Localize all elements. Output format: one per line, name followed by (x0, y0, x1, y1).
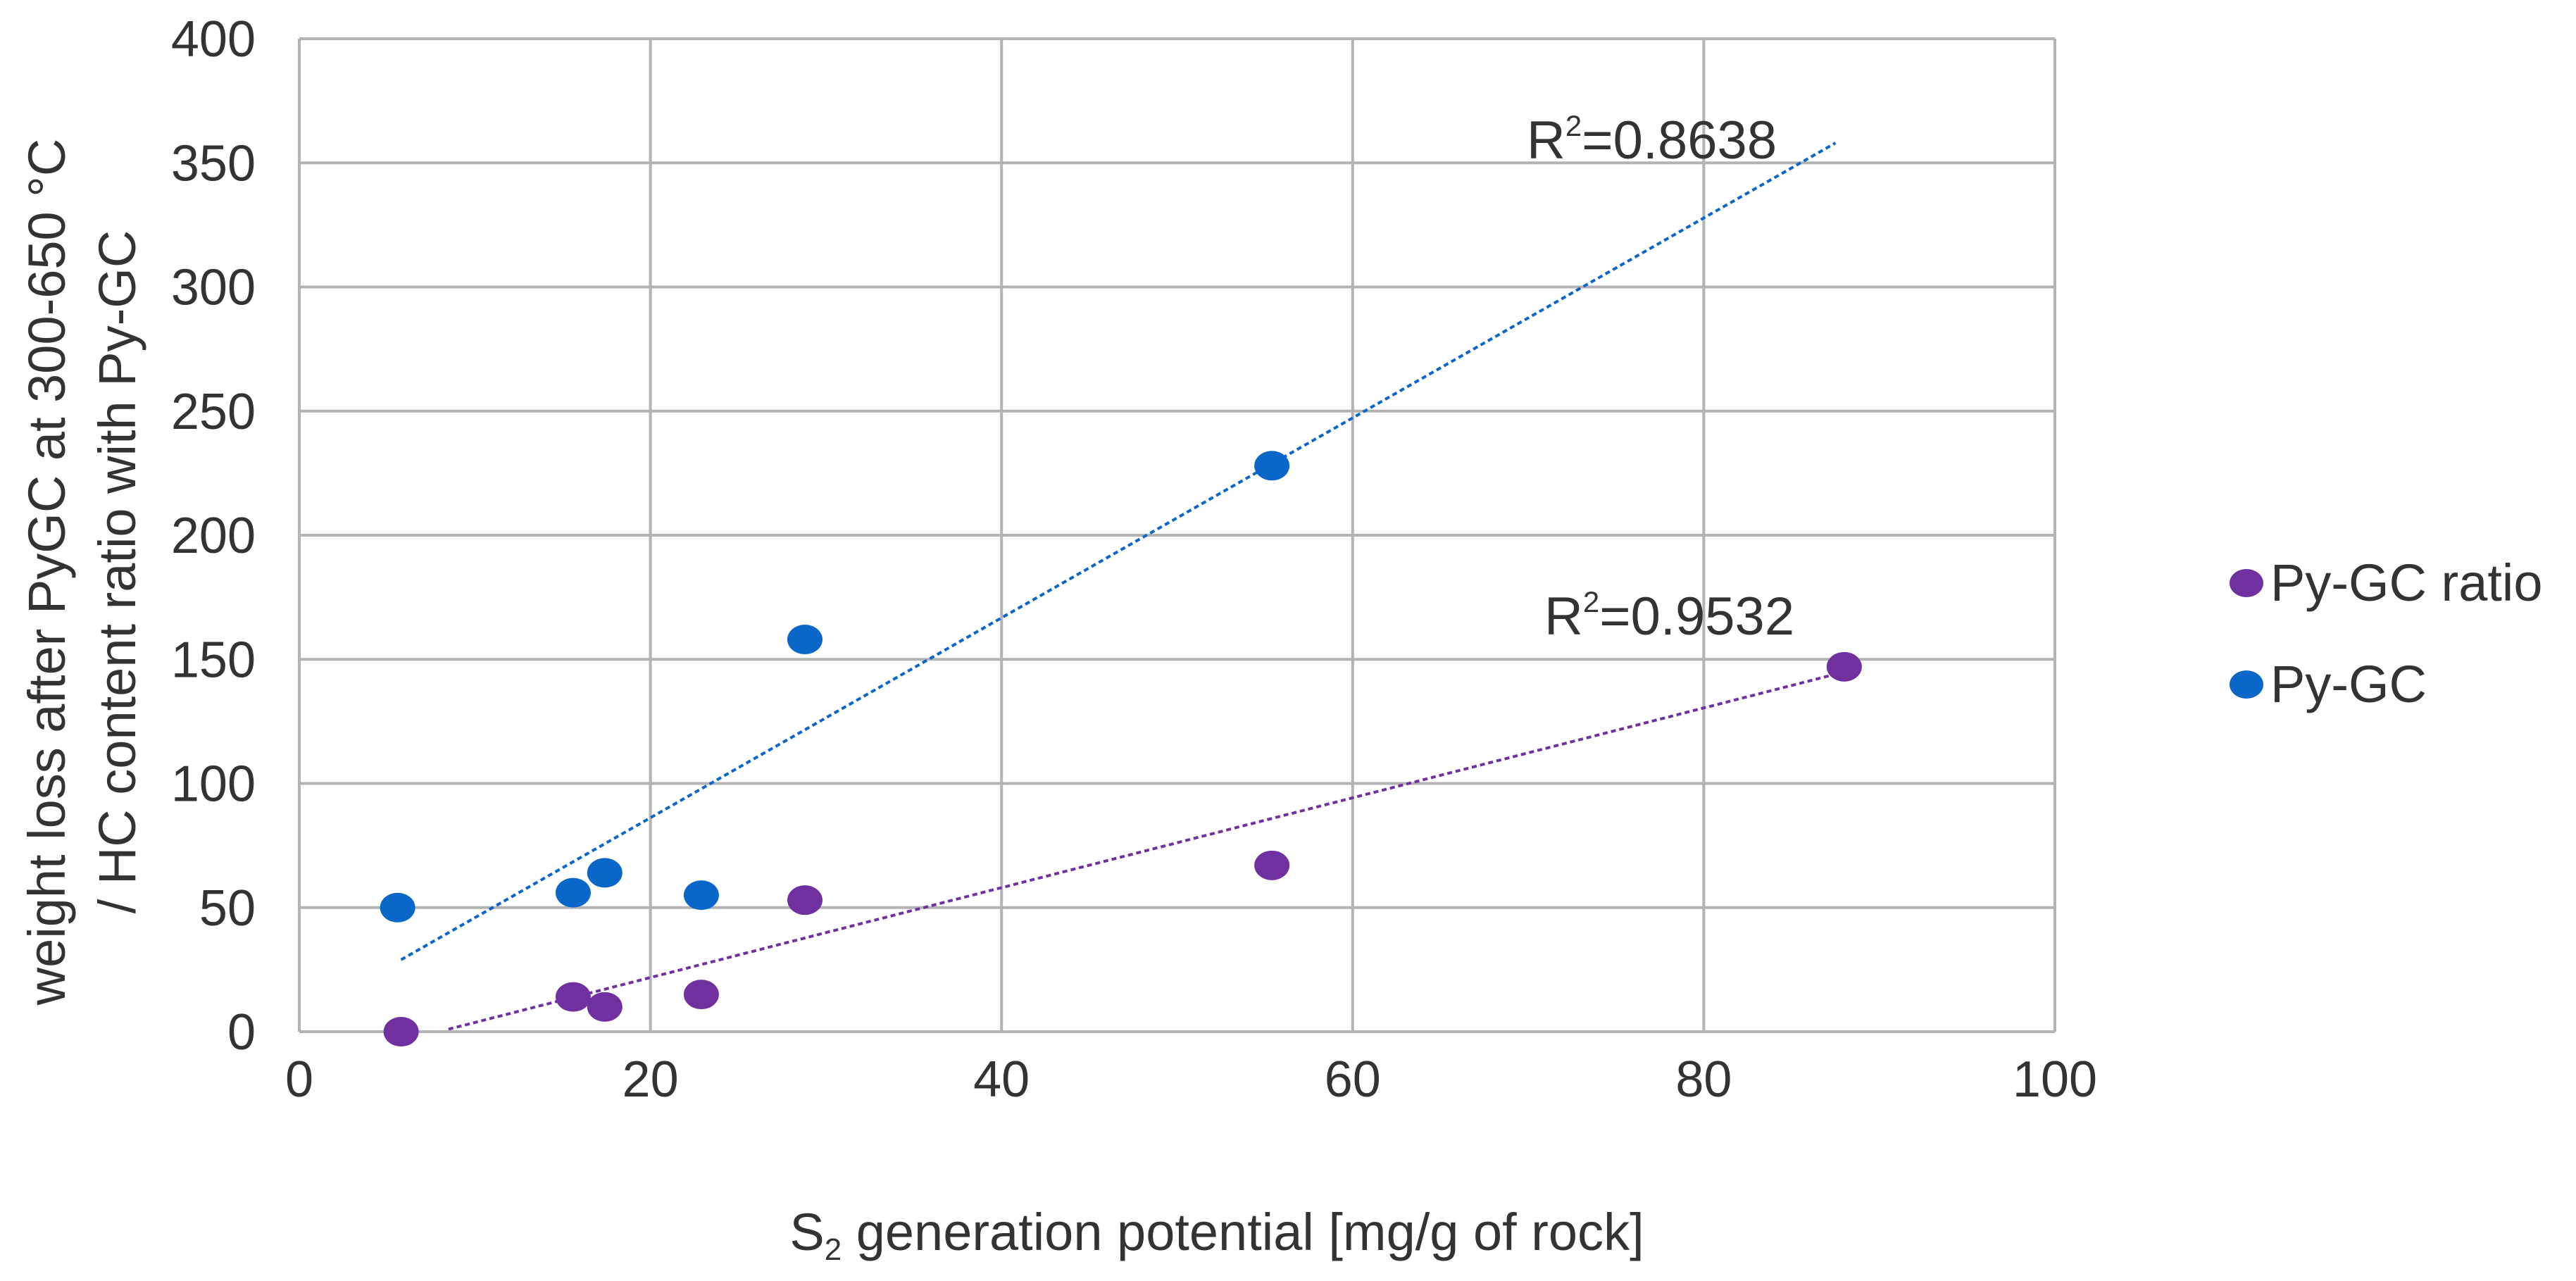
x-axis-title: S2 generation potential [mg/g of rock] (789, 1203, 1644, 1267)
x-axis-ticks: 0 20 40 60 80 100 (285, 1051, 2097, 1108)
legend-item-py-gc[interactable]: Py-GC (2230, 655, 2427, 713)
y-axis-title-line-1: weight loss after PyGC at 300-650 °C (18, 139, 76, 1006)
y-axis-title: weight loss after PyGC at 300-650 °C / H… (18, 139, 146, 1006)
y-axis-ticks: 0 50 100 150 200 250 300 350 400 (171, 11, 256, 1061)
x-tick-label: 40 (973, 1051, 1030, 1108)
legend-label-py-gc: Py-GC (2270, 655, 2427, 713)
data-point-py-gc-ratio[interactable] (383, 1017, 419, 1046)
data-point-py-gc-ratio[interactable] (555, 982, 591, 1012)
data-point-py-gc[interactable] (380, 892, 415, 923)
data-point-py-gc-ratio[interactable] (587, 992, 623, 1022)
x-tick-label: 100 (2013, 1051, 2097, 1108)
y-axis-title-line-2: / HC content ratio with Py-GC (88, 230, 146, 914)
y-tick-label: 0 (227, 1004, 256, 1061)
trendlines (400, 142, 1837, 1031)
x-tick-label: 80 (1675, 1051, 1732, 1108)
trendline-py-gc-ratio (448, 673, 1836, 1031)
trendline-py-gc (400, 142, 1837, 961)
legend-marker-py-gc (2230, 670, 2263, 699)
data-point-py-gc[interactable] (787, 625, 823, 655)
x-tick-label: 0 (285, 1051, 313, 1108)
r2-annotation-py-gc: R2=0.8638 (1527, 109, 1777, 170)
data-point-py-gc-ratio[interactable] (683, 980, 719, 1010)
grid (298, 37, 2056, 1033)
data-points (380, 451, 1862, 1046)
y-tick-label: 400 (171, 11, 256, 68)
data-point-py-gc[interactable] (1254, 451, 1290, 481)
data-point-py-gc-ratio[interactable] (1254, 850, 1290, 880)
x-tick-label: 60 (1325, 1051, 1381, 1108)
legend-label-py-gc-ratio: Py-GC ratio (2270, 554, 2543, 612)
y-tick-label: 100 (171, 756, 256, 813)
r2-annotation-py-gc-ratio: R2=0.9532 (1544, 585, 1794, 646)
y-tick-label: 250 (171, 384, 256, 440)
data-point-py-gc[interactable] (555, 877, 591, 908)
y-tick-label: 350 (171, 135, 256, 192)
data-point-py-gc[interactable] (587, 858, 623, 888)
data-point-py-gc-ratio[interactable] (1826, 651, 1862, 682)
legend-item-py-gc-ratio[interactable]: Py-GC ratio (2230, 554, 2543, 612)
y-tick-label: 150 (171, 632, 256, 688)
y-tick-label: 200 (171, 508, 256, 564)
legend-marker-py-gc-ratio (2230, 569, 2263, 597)
legend: Py-GC ratio Py-GC (2230, 554, 2543, 713)
x-tick-label: 20 (623, 1051, 679, 1108)
y-tick-label: 300 (171, 260, 256, 316)
data-point-py-gc-ratio[interactable] (787, 885, 823, 916)
y-tick-label: 50 (199, 880, 256, 937)
data-point-py-gc[interactable] (683, 880, 719, 911)
